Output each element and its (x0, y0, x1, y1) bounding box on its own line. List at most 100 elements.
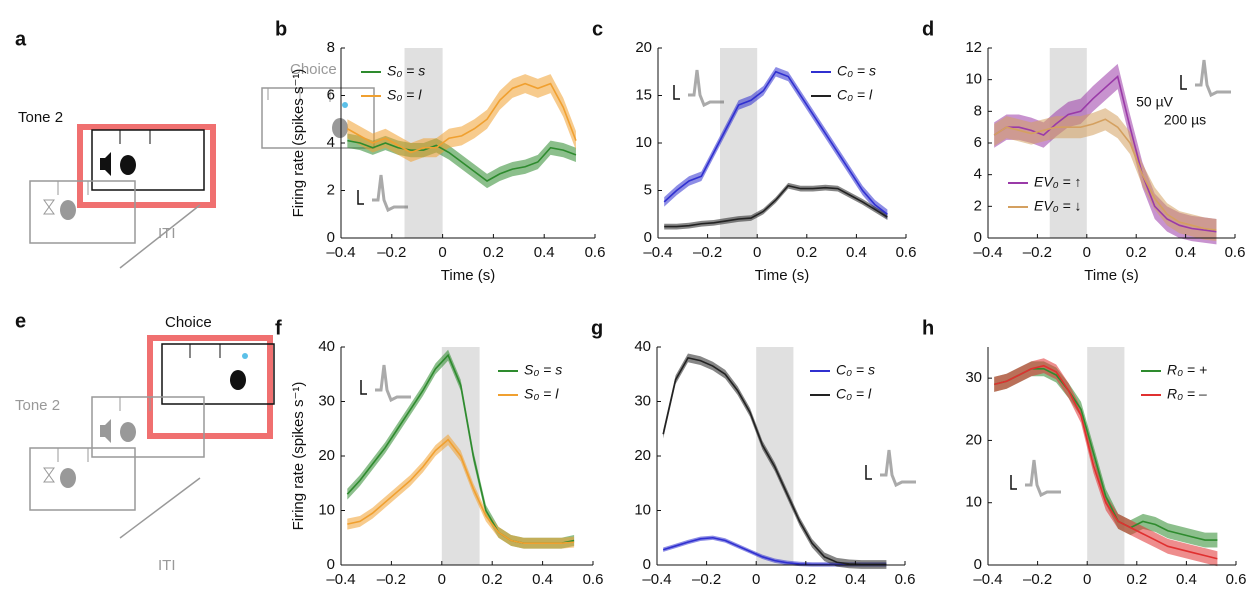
y-tick-label: 0 (644, 229, 652, 246)
waveform-inset (375, 364, 411, 403)
waveform-inset (372, 174, 408, 213)
waveform-inset (880, 449, 916, 488)
x-tick-label: 0 (1083, 244, 1091, 261)
x-tick-label: 0.4 (1175, 244, 1196, 261)
y-tick-label: 20 (965, 431, 982, 448)
y-tick-label: 20 (634, 447, 651, 464)
legend-label: C₀ = l (836, 386, 872, 402)
x-tick-label: 0.2 (1126, 571, 1147, 588)
highlight (1049, 48, 1087, 238)
legend-label: C₀ = l (837, 87, 873, 103)
y-tick-label: 10 (634, 501, 651, 518)
x-tick-label: –0.4 (973, 244, 1002, 261)
y-tick-label: 4 (974, 166, 982, 183)
x-tick-label: –0.4 (973, 571, 1002, 588)
diagram-label: ITI (158, 225, 176, 242)
scale-bar (1010, 475, 1017, 490)
y-tick-label: 10 (965, 71, 982, 88)
y-tick-label: 2 (327, 181, 335, 198)
x-tick-label: –0.4 (326, 571, 355, 588)
panel-letter: f (275, 317, 282, 339)
y-tick-label: 10 (318, 501, 335, 518)
y-tick-label: 4 (327, 134, 335, 151)
diagram-label: Tone 2 (18, 109, 63, 126)
x-tick-label: 0.2 (1126, 244, 1147, 261)
x-tick-label: 0.6 (585, 244, 606, 261)
legend-label: S₀ = l (387, 87, 422, 103)
x-tick-label: 0.2 (796, 244, 817, 261)
y-tick-label: 0 (327, 556, 335, 573)
schematic-e (29, 335, 275, 539)
x-tick-label: 0.4 (534, 244, 555, 261)
y-axis-label: Firing rate (spikes s⁻¹) (290, 382, 307, 531)
series-line (664, 184, 888, 228)
scale-bar (865, 465, 872, 480)
x-tick-label: 0.2 (483, 244, 504, 261)
scale-bar-label: 50 µV (1136, 94, 1174, 110)
legend-label: EV₀ = ↑ (1034, 174, 1082, 190)
scale-bar (357, 190, 364, 205)
x-axis-label: Time (s) (1084, 267, 1138, 284)
x-tick-label: 0.6 (1226, 571, 1247, 588)
series-line (994, 364, 1218, 560)
series-line (662, 356, 887, 566)
y-tick-label: 40 (634, 338, 651, 355)
x-tick-label: 0.6 (583, 571, 604, 588)
waveform-inset (688, 69, 724, 108)
scale-bar-label: 200 µs (1164, 112, 1206, 128)
x-tick-label: 0.6 (1225, 244, 1246, 261)
highlight (720, 48, 758, 238)
series-line (993, 118, 1217, 231)
error-band (994, 358, 1218, 567)
x-axis-label: Time (s) (441, 267, 495, 284)
legend-label: C₀ = s (837, 63, 876, 79)
y-tick-label: 30 (318, 392, 335, 409)
diagram-label: Choice (290, 61, 337, 78)
x-tick-label: 0.4 (846, 244, 867, 261)
x-tick-label: –0.2 (377, 571, 406, 588)
y-tick-label: 20 (635, 39, 652, 56)
y-tick-label: 15 (635, 86, 652, 103)
y-tick-label: 0 (643, 556, 651, 573)
y-tick-label: 8 (327, 39, 335, 56)
error-band (664, 182, 888, 230)
x-tick-label: 0 (752, 571, 760, 588)
legend-label: EV₀ = ↓ (1034, 198, 1082, 214)
legend-label: R₀ = + (1167, 362, 1207, 378)
series-line (346, 82, 577, 154)
panel-letter: b (275, 18, 287, 40)
y-tick-label: 20 (318, 447, 335, 464)
y-axis-label: Firing rate (spikes s⁻¹) (290, 69, 307, 218)
y-tick-label: 30 (965, 369, 982, 386)
x-tick-label: 0 (1083, 571, 1091, 588)
waveform-inset (1195, 59, 1231, 98)
panel-letter: h (922, 317, 934, 339)
y-tick-label: 5 (644, 181, 652, 198)
legend-label: R₀ = – (1167, 386, 1207, 402)
x-tick-label: 0.6 (895, 571, 916, 588)
error-band (347, 74, 576, 162)
y-tick-label: 6 (327, 86, 335, 103)
panel-letter: a (15, 28, 27, 50)
y-tick-label: 0 (974, 556, 982, 573)
legend-label: C₀ = s (836, 362, 875, 378)
error-band (994, 108, 1217, 242)
x-tick-label: 0.6 (896, 244, 917, 261)
y-tick-label: 10 (965, 494, 982, 511)
x-tick-label: 0.2 (795, 571, 816, 588)
x-tick-label: –0.4 (642, 571, 671, 588)
panel-letter: g (591, 317, 603, 339)
diagram-label: ITI (158, 557, 176, 574)
x-tick-label: 0.2 (482, 571, 503, 588)
x-tick-label: 0.4 (1176, 571, 1197, 588)
legend-label: S₀ = s (524, 362, 562, 378)
x-tick-label: 0 (438, 571, 446, 588)
x-axis-label: Time (s) (755, 267, 809, 284)
series-line (347, 139, 577, 182)
panel-letter: d (922, 18, 934, 40)
scale-bar (1180, 75, 1187, 90)
x-tick-label: 0.4 (532, 571, 553, 588)
x-tick-label: –0.2 (377, 244, 406, 261)
y-tick-label: 8 (974, 102, 982, 119)
highlight (756, 347, 794, 565)
